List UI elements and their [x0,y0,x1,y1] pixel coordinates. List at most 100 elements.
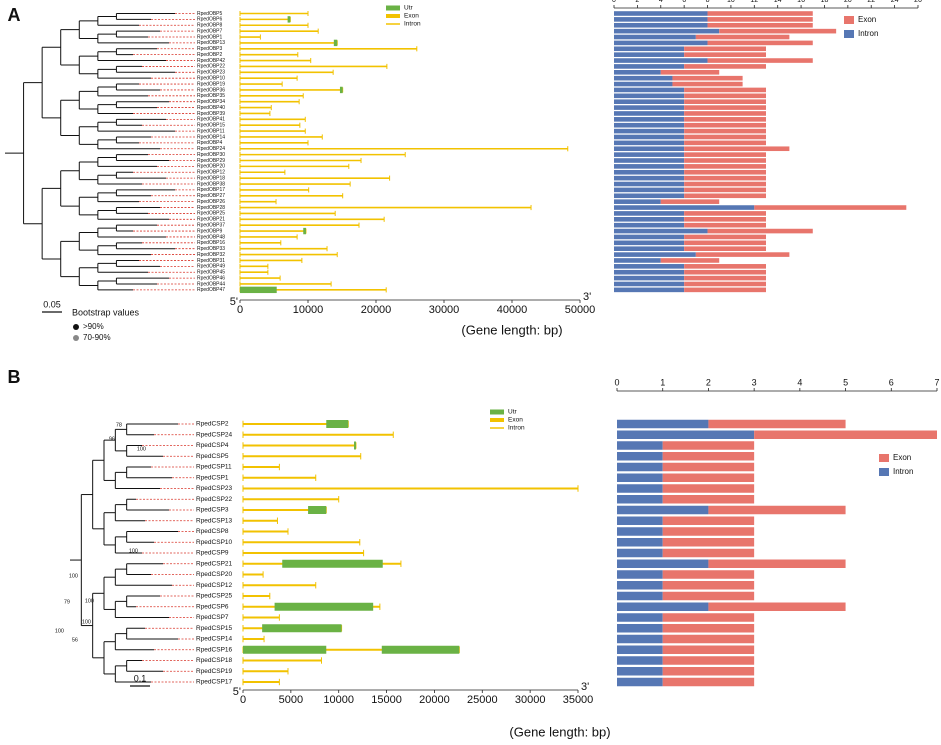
bar-segment [719,28,837,34]
bar-segment [617,634,663,644]
gene-name: RpedCSP23 [196,485,233,492]
bar-segment [662,538,755,547]
bar-segment [617,430,755,439]
bar-segment [614,211,685,216]
bar-segment [708,602,846,611]
panel-label: B [8,367,21,387]
gene-name: RpedCSP5 [196,453,229,460]
utr [308,506,327,514]
bar-segment [617,613,663,622]
bar-segment [614,164,685,169]
bar-segment [614,193,685,199]
bar-segment [617,473,663,482]
gene-name: RpedCSP6 [196,603,229,610]
bar-segment [614,269,685,275]
x-tick-label: 4 [797,377,802,387]
utr [262,624,342,633]
gene-name: RpedOBP25 [197,211,225,217]
bar-segment [684,122,766,128]
gene-name: RpedCSP20 [196,571,233,578]
gene-name: RpedCSP1 [196,474,229,481]
bar-segment [684,240,766,246]
bar-segment [614,258,661,263]
x-tick-label: 3 [752,377,757,387]
gene-name: RpedOBP8 [197,23,223,29]
bar-segment [614,17,708,22]
bar-segment [614,111,685,116]
bar-segment [614,93,685,99]
x-tick-label: 2 [635,0,639,4]
bar-segment [684,93,766,99]
bar-segment [614,287,685,293]
bar-segment [614,105,685,110]
gene-name: RpedOBP46 [197,275,225,281]
bar-segment [614,87,685,93]
bar-segment [617,452,663,461]
gene-name: RpedCSP7 [196,614,229,621]
legend-label: Intron [404,21,421,28]
x-tick-label: 20000 [419,694,450,706]
gene-name: RpedCSP3 [196,507,229,514]
legend-label: >90% [83,322,104,331]
gene-name: RpedCSP4 [196,442,229,449]
legend-dot [73,324,79,330]
bar-segment [660,70,720,75]
gene-name: RpedCSP21 [196,560,233,567]
bar-segment [684,140,766,146]
gene-name: RpedCSP9 [196,550,229,557]
gene-name: RpedOBP5 [197,11,223,17]
bar-segment [684,117,766,122]
bar-segment [684,234,766,240]
bar-segment [617,667,663,676]
bootstrap-label: 100 [55,628,64,634]
bar-segment [614,117,685,122]
bar-segment [617,591,663,601]
x-tick-label: 10000 [293,304,324,316]
bar-segment [684,193,766,199]
bootstrap-label: 100 [85,598,94,604]
bar-segment [708,505,846,515]
x-tick-label: 18 [821,0,829,4]
bar-segment [662,473,755,482]
gene-name: RpedOBP19 [197,81,225,87]
bar-segment [617,677,663,687]
x-tick-label: 0 [612,0,616,4]
bar-segment [684,146,790,152]
gene-name: RpedCSP25 [196,593,233,600]
legend-label: Intron [858,29,878,38]
gene-name: RpedOBP13 [197,40,225,46]
bar-segment [614,140,685,146]
bar-segment [617,602,709,611]
gene-name: RpedCSP10 [196,539,233,546]
bootstrap-label: 100 [129,548,138,554]
bar-segment [684,105,766,110]
bar-segment [614,205,755,210]
legend-swatch [844,16,854,24]
gene-name: RpedCSP12 [196,582,233,589]
bar-segment [695,252,790,257]
bar-segment [617,462,663,472]
bar-segment [614,181,685,187]
legend-label: Exon [404,13,419,20]
bar-segment [672,75,743,81]
utr [303,227,306,235]
bar-segment [684,275,766,281]
bar-segment [617,527,663,536]
gene-name: RpedCSP17 [196,679,233,686]
x-tick-label: 10000 [323,694,354,706]
bar-segment [662,548,755,558]
gene-name: RpedOBP23 [197,70,225,76]
x-tick-label: 15000 [371,694,402,706]
x-axis-label: (Gene length: bp) [461,322,562,337]
x-tick-label: 10 [727,0,735,4]
legend-label: Utr [508,409,518,416]
bar-segment [662,516,755,525]
gene-name: RpedOBP42 [197,58,225,64]
gene-name: RpedOBP12 [197,170,225,176]
bar-segment [684,87,766,93]
bar-segment [662,581,755,590]
bootstrap-label: 100 [69,573,78,579]
x-tick-label: 24 [891,0,899,4]
bar-segment [614,175,685,181]
gene-name: RpedOBP17 [197,187,225,193]
